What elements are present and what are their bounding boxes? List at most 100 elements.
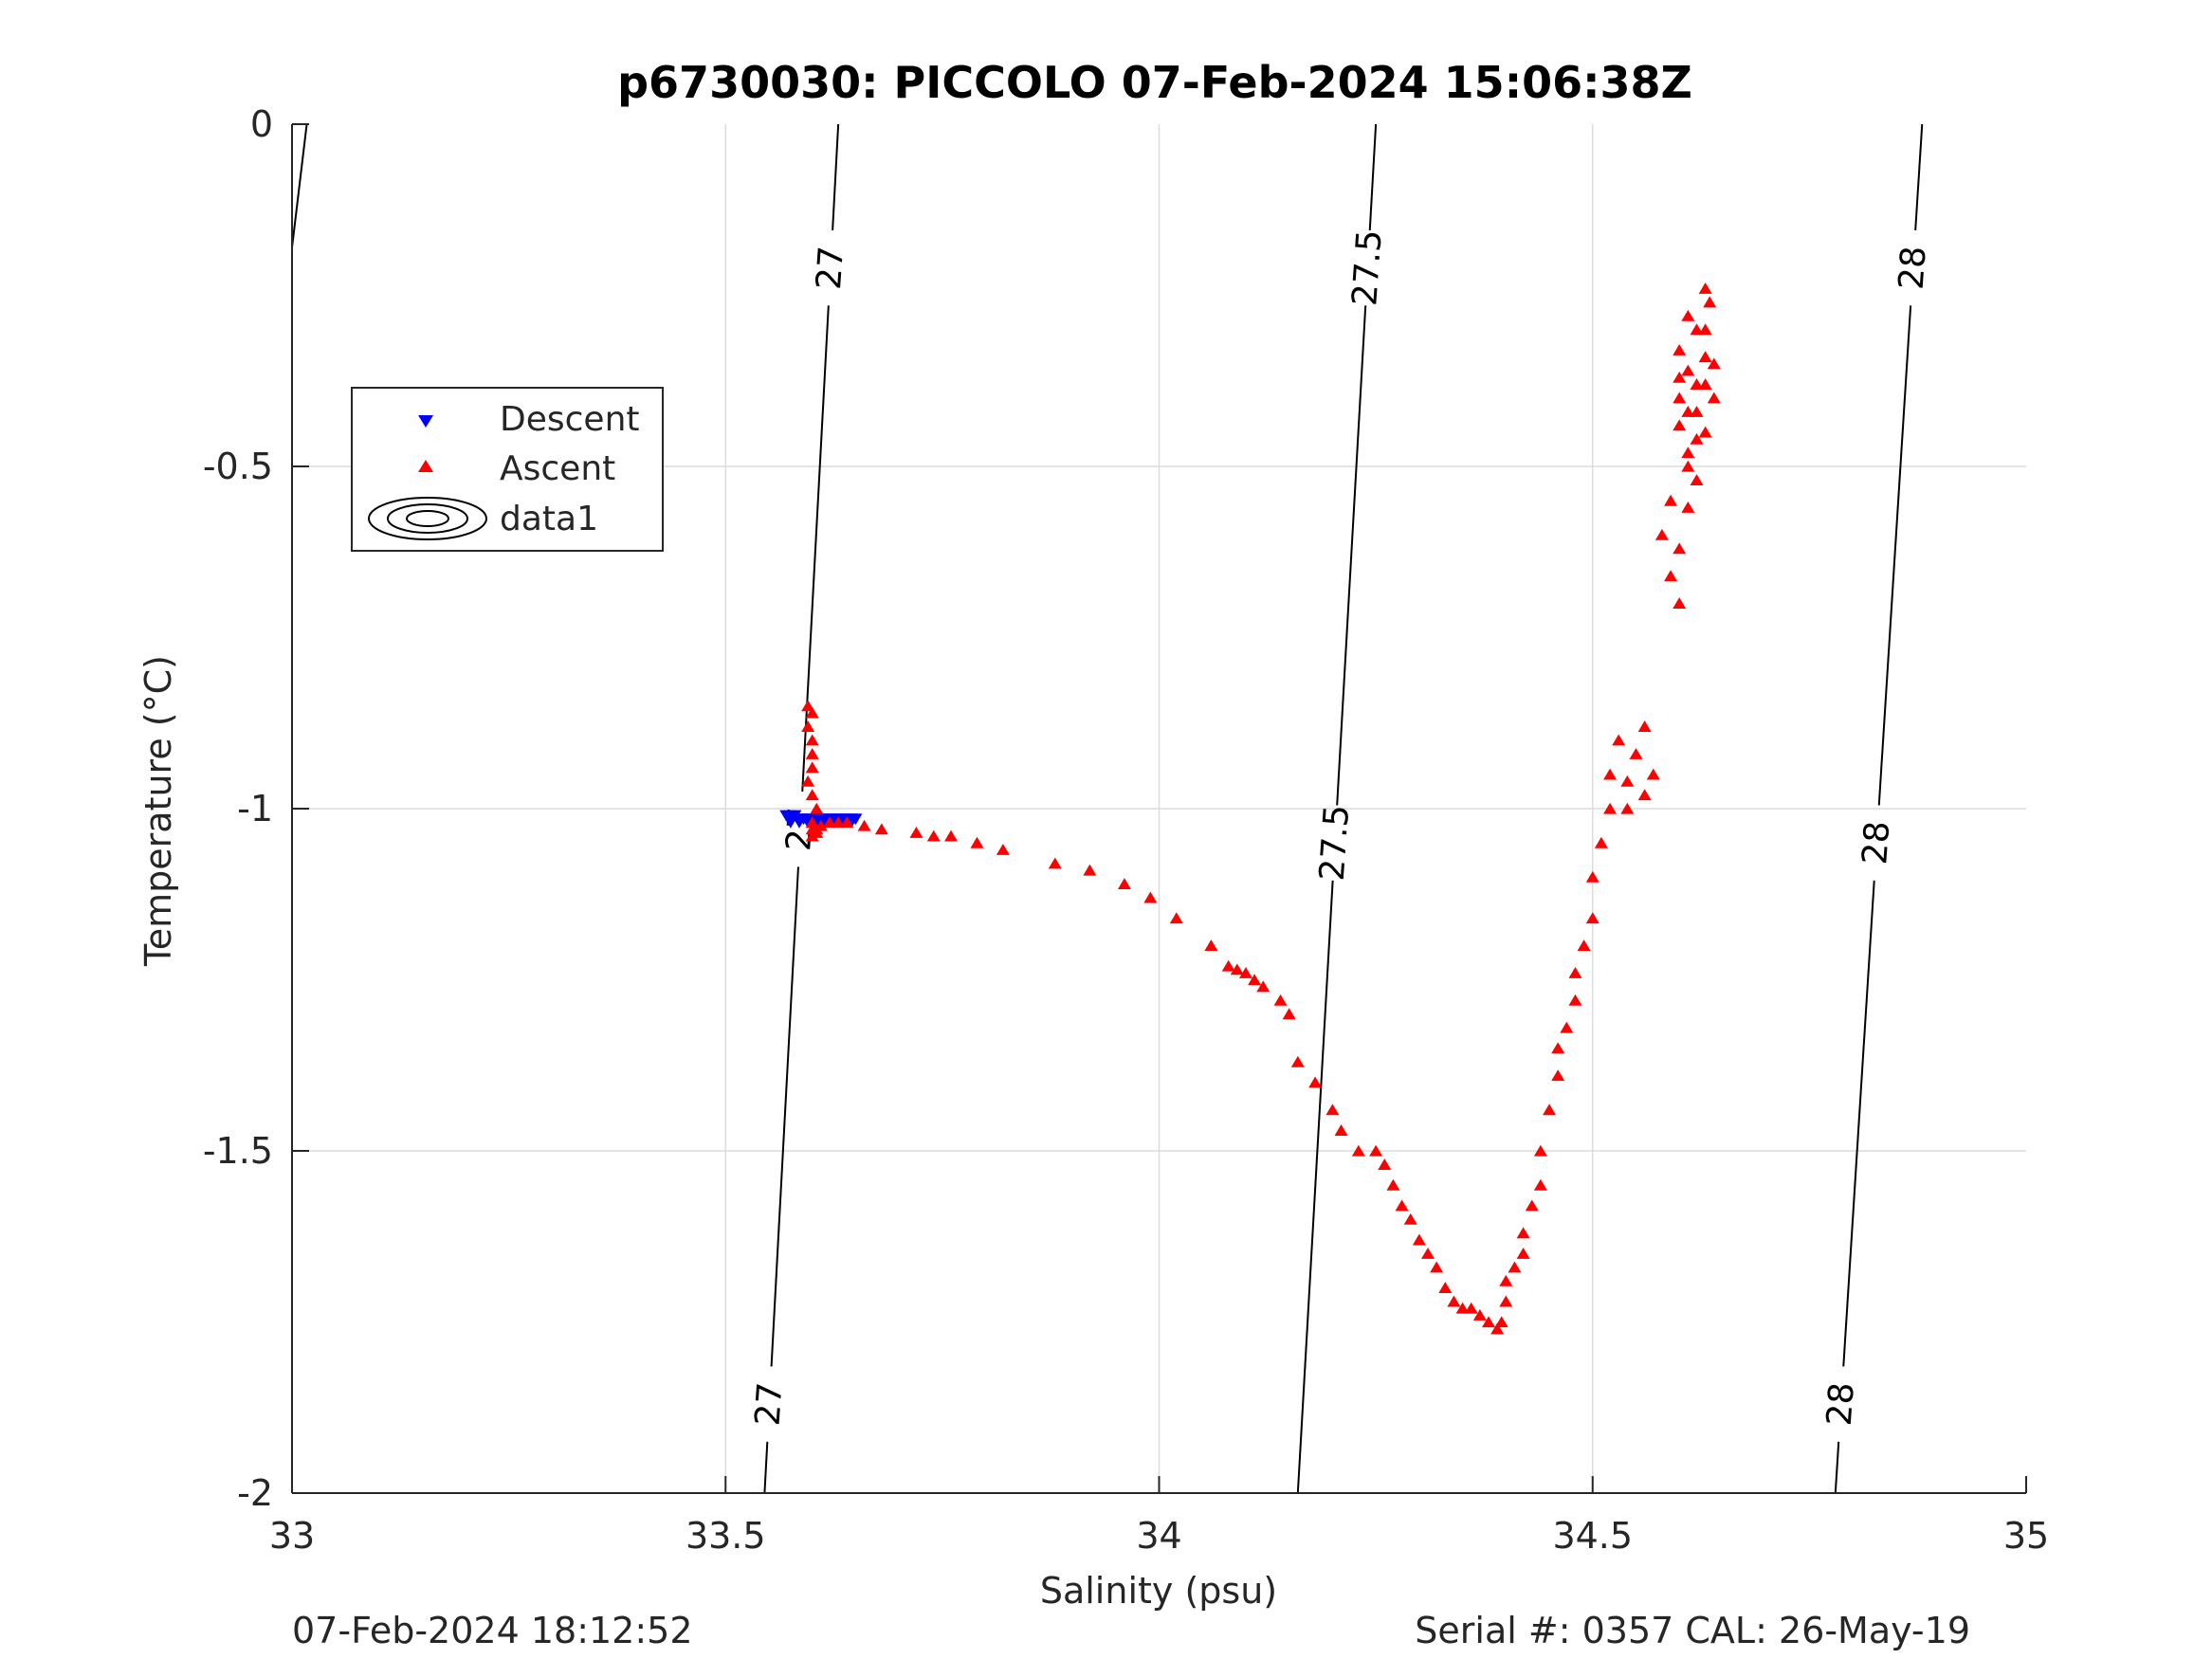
isopycnal-line-corner	[291, 123, 308, 248]
ascent-point-107	[1707, 357, 1721, 370]
ascent-point-67	[1543, 1103, 1557, 1116]
ascent-point-71	[1568, 994, 1582, 1006]
y-tick-label-0: -2	[237, 1472, 273, 1514]
ascent-point-57	[1490, 1322, 1505, 1335]
y-axis-label: Temperature (°C)	[137, 655, 179, 967]
ascent-point-92	[1681, 460, 1695, 472]
ascent-point-97	[1703, 296, 1717, 308]
ascent-point-2	[801, 720, 815, 732]
ascent-point-59	[1499, 1295, 1513, 1307]
ascent-point-28	[1143, 891, 1158, 903]
ascent-point-69	[1551, 1042, 1565, 1054]
ascent-point-46	[1395, 1199, 1409, 1212]
ascent-point-65	[1533, 1178, 1547, 1191]
ascent-point-8	[810, 802, 824, 814]
isopycnal-line-0-2	[770, 866, 799, 1367]
chart-title: p6730030: PICCOLO 07-Feb-2024 15:06:38Z	[617, 57, 1692, 108]
ascent-point-39	[1308, 1076, 1323, 1088]
ascent-point-109	[1690, 378, 1704, 390]
ascent-point-79	[1612, 734, 1626, 746]
isopycnal-line-1-2	[1296, 880, 1334, 1494]
ascent-point-76	[1594, 836, 1608, 848]
ascent-point-21	[926, 830, 941, 842]
ascent-point-60	[1499, 1274, 1513, 1286]
y-tick-label-3: -0.5	[203, 446, 273, 487]
ascent-point-55	[1472, 1308, 1487, 1321]
ascent-point-15	[822, 816, 836, 829]
ascent-point-99	[1690, 323, 1704, 336]
ascent-point-95	[1698, 378, 1712, 390]
ascent-point-50	[1430, 1261, 1444, 1273]
ascent-point-91	[1681, 501, 1695, 513]
ascent-point-77	[1603, 802, 1618, 814]
x-tick-label-0: 33	[269, 1515, 315, 1557]
descent-point-18	[792, 816, 806, 829]
ascent-point-52	[1447, 1295, 1461, 1307]
ascent-point-90	[1673, 542, 1687, 555]
ascent-point-4	[805, 747, 819, 759]
ascent-point-82	[1629, 747, 1643, 759]
ascent-point-84	[1637, 789, 1652, 801]
ascent-point-105	[1698, 426, 1712, 438]
ascent-point-87	[1664, 494, 1678, 506]
y-axis-ticks: -2 -1.5 -1 -0.5 0	[203, 103, 309, 1514]
ascent-point-26	[1083, 864, 1097, 876]
ascent-point-32	[1230, 963, 1244, 975]
x-axis-label: Salinity (psu)	[1040, 1570, 1277, 1612]
isopycnal-line-2-3	[1834, 1441, 1840, 1494]
ascent-point-53	[1455, 1302, 1470, 1314]
ascent-point-66	[1533, 1144, 1547, 1157]
ascent-point-43	[1369, 1144, 1383, 1157]
ascent-point-25	[1048, 857, 1062, 869]
ascent-point-75	[1585, 870, 1600, 883]
ascent-point-96	[1698, 351, 1712, 363]
ascent-point-38	[1290, 1055, 1305, 1067]
ascent-point-93	[1690, 432, 1704, 445]
ascent-point-29	[1169, 912, 1183, 924]
ascent-point-101	[1673, 392, 1687, 404]
ascent-point-103	[1681, 447, 1695, 459]
isopycnal-line-2-0	[1914, 123, 1924, 230]
legend-descent-label: Descent	[500, 400, 640, 439]
ascent-point-42	[1351, 1144, 1365, 1157]
ascent-point-88	[1664, 570, 1678, 582]
ascent-point-34	[1248, 974, 1262, 986]
ascent-point-80	[1620, 775, 1635, 787]
ascent-point-44	[1378, 1158, 1392, 1171]
isopycnal-line-2-1	[1877, 305, 1912, 806]
ascent-point-83	[1637, 720, 1652, 732]
legend-ascent-label: Ascent	[500, 449, 615, 488]
legend: Descent Ascent data1	[351, 387, 664, 552]
ascent-point-36	[1273, 994, 1288, 1006]
ascent-point-41	[1334, 1124, 1348, 1136]
ascent-point-86	[1654, 528, 1669, 540]
ascent-point-7	[805, 789, 819, 801]
ascent-point-51	[1438, 1282, 1453, 1293]
ascent-point-31	[1221, 959, 1235, 972]
ascent-point-73	[1577, 939, 1591, 951]
ascent-point-58	[1494, 1316, 1508, 1328]
ascent-series	[801, 282, 1721, 1335]
isopycnal-label-2-0: 28	[1892, 245, 1934, 291]
isopycnal-line-0-3	[763, 1441, 769, 1494]
ascent-point-9	[805, 816, 819, 829]
ascent-point-64	[1525, 1199, 1539, 1212]
legend-contour-icon	[368, 497, 487, 540]
ascent-point-70	[1560, 1021, 1574, 1033]
x-tick-label-4: 35	[2003, 1515, 2049, 1557]
isopycnal-label-1-0: 27.5	[1345, 228, 1389, 307]
ascent-point-98	[1698, 282, 1712, 294]
x-tick-label-3: 34.5	[1552, 1515, 1633, 1557]
ascent-point-111	[1673, 371, 1687, 383]
ascent-point-68	[1551, 1069, 1565, 1082]
ascent-point-74	[1585, 912, 1600, 924]
footer-timestamp: 07-Feb-2024 18:12:52	[292, 1610, 693, 1651]
ascent-point-48	[1412, 1233, 1426, 1246]
ascent-point-113	[1681, 309, 1695, 321]
isopycnal-label-0-2: 27	[748, 1381, 790, 1428]
ascent-point-14	[814, 819, 828, 831]
ascent-point-56	[1482, 1316, 1496, 1328]
isopycnal-label-2-2: 28	[1820, 1381, 1862, 1428]
ascent-point-30	[1204, 939, 1218, 951]
